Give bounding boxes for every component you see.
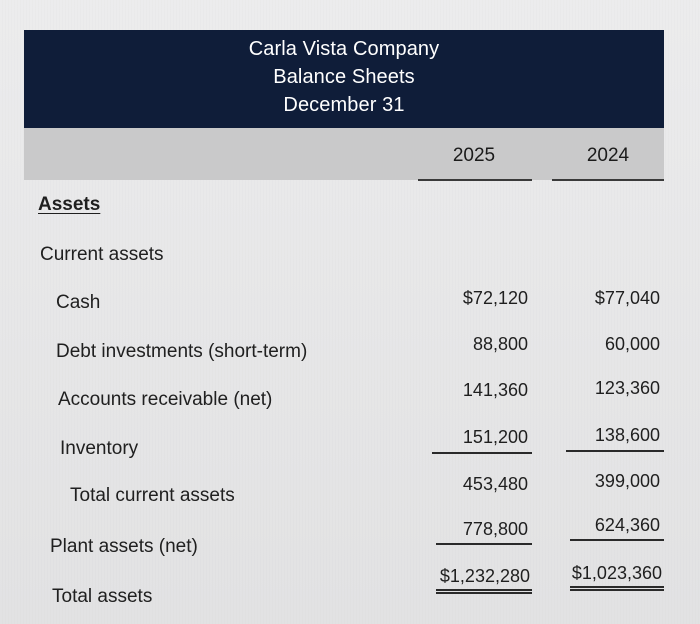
plant-assets-2025: 778,800 <box>462 519 528 539</box>
total-assets-double-rule-2024 <box>570 586 664 591</box>
cash-2024: $77,040 <box>594 288 660 308</box>
current-assets-heading: Current assets <box>40 244 164 265</box>
assets-section-heading: Assets <box>38 194 101 215</box>
total-current-assets-2025: 453,480 <box>462 474 528 494</box>
column-header-2024-underline <box>552 179 664 181</box>
subtotal-rule-2024 <box>566 450 664 452</box>
row-label-total-current-assets: Total current assets <box>70 485 235 506</box>
column-header-2025: 2025 <box>452 145 496 166</box>
inventory-2024: 138,600 <box>594 425 660 445</box>
total-assets-2024: $1,023,360 <box>571 563 662 583</box>
row-label-total-assets: Total assets <box>52 586 153 607</box>
row-label-accounts-receivable: Accounts receivable (net) <box>58 389 273 410</box>
company-name: Carla Vista Company <box>248 38 440 60</box>
plant-assets-2024: 624,360 <box>594 515 660 535</box>
statement-date: December 31 <box>283 94 405 116</box>
accounts-receivable-2025: 141,360 <box>462 380 528 400</box>
total-current-assets-2024: 399,000 <box>594 471 660 491</box>
row-label-plant-assets: Plant assets (net) <box>50 536 198 557</box>
statement-title: Balance Sheets <box>273 66 415 88</box>
row-label-cash: Cash <box>56 292 101 313</box>
column-header-2025-underline <box>418 179 532 181</box>
column-header-2024: 2024 <box>586 145 630 166</box>
total-assets-2025: $1,232,280 <box>439 566 530 586</box>
debt-investments-2025: 88,800 <box>472 334 528 354</box>
cash-2025: $72,120 <box>462 288 528 308</box>
plant-assets-rule-2025 <box>436 543 532 545</box>
statement-header: Carla Vista Company Balance Sheets Decem… <box>24 30 664 128</box>
total-assets-double-rule-2025 <box>436 589 532 594</box>
row-label-inventory: Inventory <box>60 438 139 459</box>
plant-assets-rule-2024 <box>570 539 664 541</box>
subtotal-rule-2025 <box>432 452 532 454</box>
debt-investments-2024: 60,000 <box>604 334 660 354</box>
inventory-2025: 151,200 <box>462 427 528 447</box>
year-header-band <box>24 128 664 180</box>
accounts-receivable-2024: 123,360 <box>594 378 660 398</box>
row-label-debt-investments: Debt investments (short-term) <box>56 341 308 362</box>
